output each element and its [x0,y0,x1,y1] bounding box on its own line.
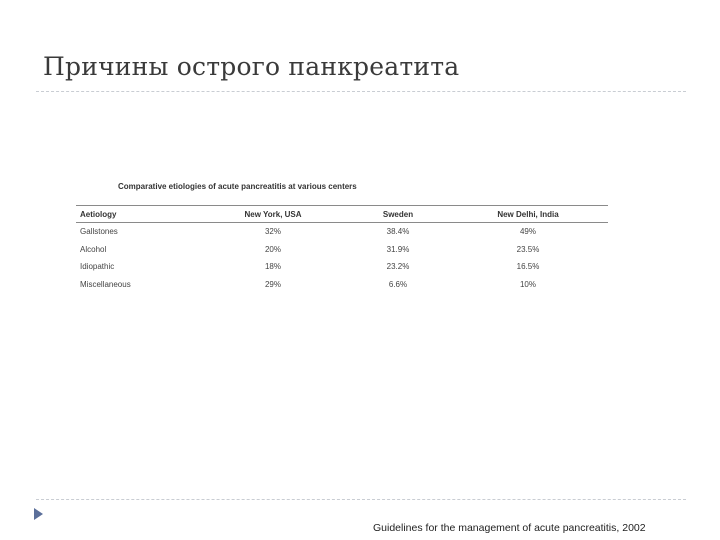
table-cell: 31.9% [386,244,410,254]
table-row: Miscellaneous 29% 6.6% 10% [76,276,608,294]
bullet-arrow-icon [34,508,43,520]
table-cell: 38.4% [386,227,410,237]
table-caption: Comparative etiologies of acute pancreat… [118,182,357,191]
column-header-sweden: Sweden [382,209,414,219]
etiology-table-block: Comparative etiologies of acute pancreat… [76,182,608,294]
table-cell: 23.2% [386,262,410,272]
table-header-row: Aetiology New York, USA Sweden New Delhi… [76,205,608,223]
table-cell: 23.5% [516,244,540,254]
citation-text: Guidelines for the management of acute p… [373,522,646,534]
column-header-aetiology: Aetiology [80,209,117,219]
row-label: Alcohol [80,244,107,254]
table-cell: 49% [519,227,536,237]
table-cell: 32% [264,227,281,237]
column-header-new-york: New York, USA [244,209,302,219]
table-cell: 20% [264,244,281,254]
row-label: Miscellaneous [80,280,131,289]
top-divider [36,91,686,92]
etiology-table: Aetiology New York, USA Sweden New Delhi… [76,205,608,294]
table-cell: 29% [264,280,281,289]
table-row: Alcohol 20% 31.9% 23.5% [76,241,608,259]
table-row: Idiopathic 18% 23.2% 16.5% [76,258,608,276]
bottom-divider [36,499,686,500]
row-label: Idiopathic [80,262,115,272]
table-cell: 18% [264,262,281,272]
slide-title: Причины острого панкреатита [43,52,460,81]
column-header-new-delhi: New Delhi, India [497,209,559,219]
table-cell: 16.5% [516,262,540,272]
table-cell: 10% [519,280,536,289]
row-label: Gallstones [80,227,118,237]
table-row: Gallstones 32% 38.4% 49% [76,223,608,241]
table-cell: 6.6% [388,280,408,289]
